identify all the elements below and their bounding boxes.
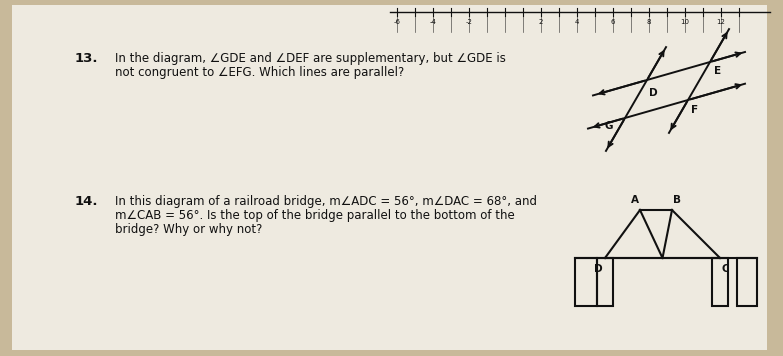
Text: D: D (649, 88, 658, 98)
Text: 13.: 13. (75, 52, 99, 65)
Text: bridge? Why or why not?: bridge? Why or why not? (115, 223, 262, 236)
Text: -4: -4 (430, 19, 436, 25)
Text: In this diagram of a railroad bridge, m∠ADC = 56°, m∠DAC = 68°, and: In this diagram of a railroad bridge, m∠… (115, 195, 537, 208)
Text: D: D (594, 264, 603, 274)
Text: not congruent to ∠EFG. Which lines are parallel?: not congruent to ∠EFG. Which lines are p… (115, 66, 404, 79)
Text: 8: 8 (647, 19, 651, 25)
FancyBboxPatch shape (12, 5, 767, 350)
Text: 2: 2 (539, 19, 543, 25)
Text: 10: 10 (680, 19, 690, 25)
Text: 6: 6 (611, 19, 615, 25)
Text: -2: -2 (466, 19, 472, 25)
Text: 14.: 14. (75, 195, 99, 208)
Text: 4: 4 (575, 19, 579, 25)
Text: G: G (604, 121, 613, 131)
Text: -6: -6 (394, 19, 400, 25)
Text: m∠CAB = 56°. Is the top of the bridge parallel to the bottom of the: m∠CAB = 56°. Is the top of the bridge pa… (115, 209, 514, 222)
Text: In the diagram, ∠GDE and ∠DEF are supplementary, but ∠GDE is: In the diagram, ∠GDE and ∠DEF are supple… (115, 52, 506, 65)
Text: B: B (673, 195, 681, 205)
Text: F: F (691, 105, 698, 115)
Bar (597, 258, 613, 306)
Bar (712, 258, 728, 306)
Bar (575, 258, 597, 306)
Text: E: E (714, 66, 721, 76)
Bar (737, 258, 757, 306)
Text: C: C (722, 264, 730, 274)
Text: A: A (631, 195, 639, 205)
Text: 12: 12 (716, 19, 725, 25)
